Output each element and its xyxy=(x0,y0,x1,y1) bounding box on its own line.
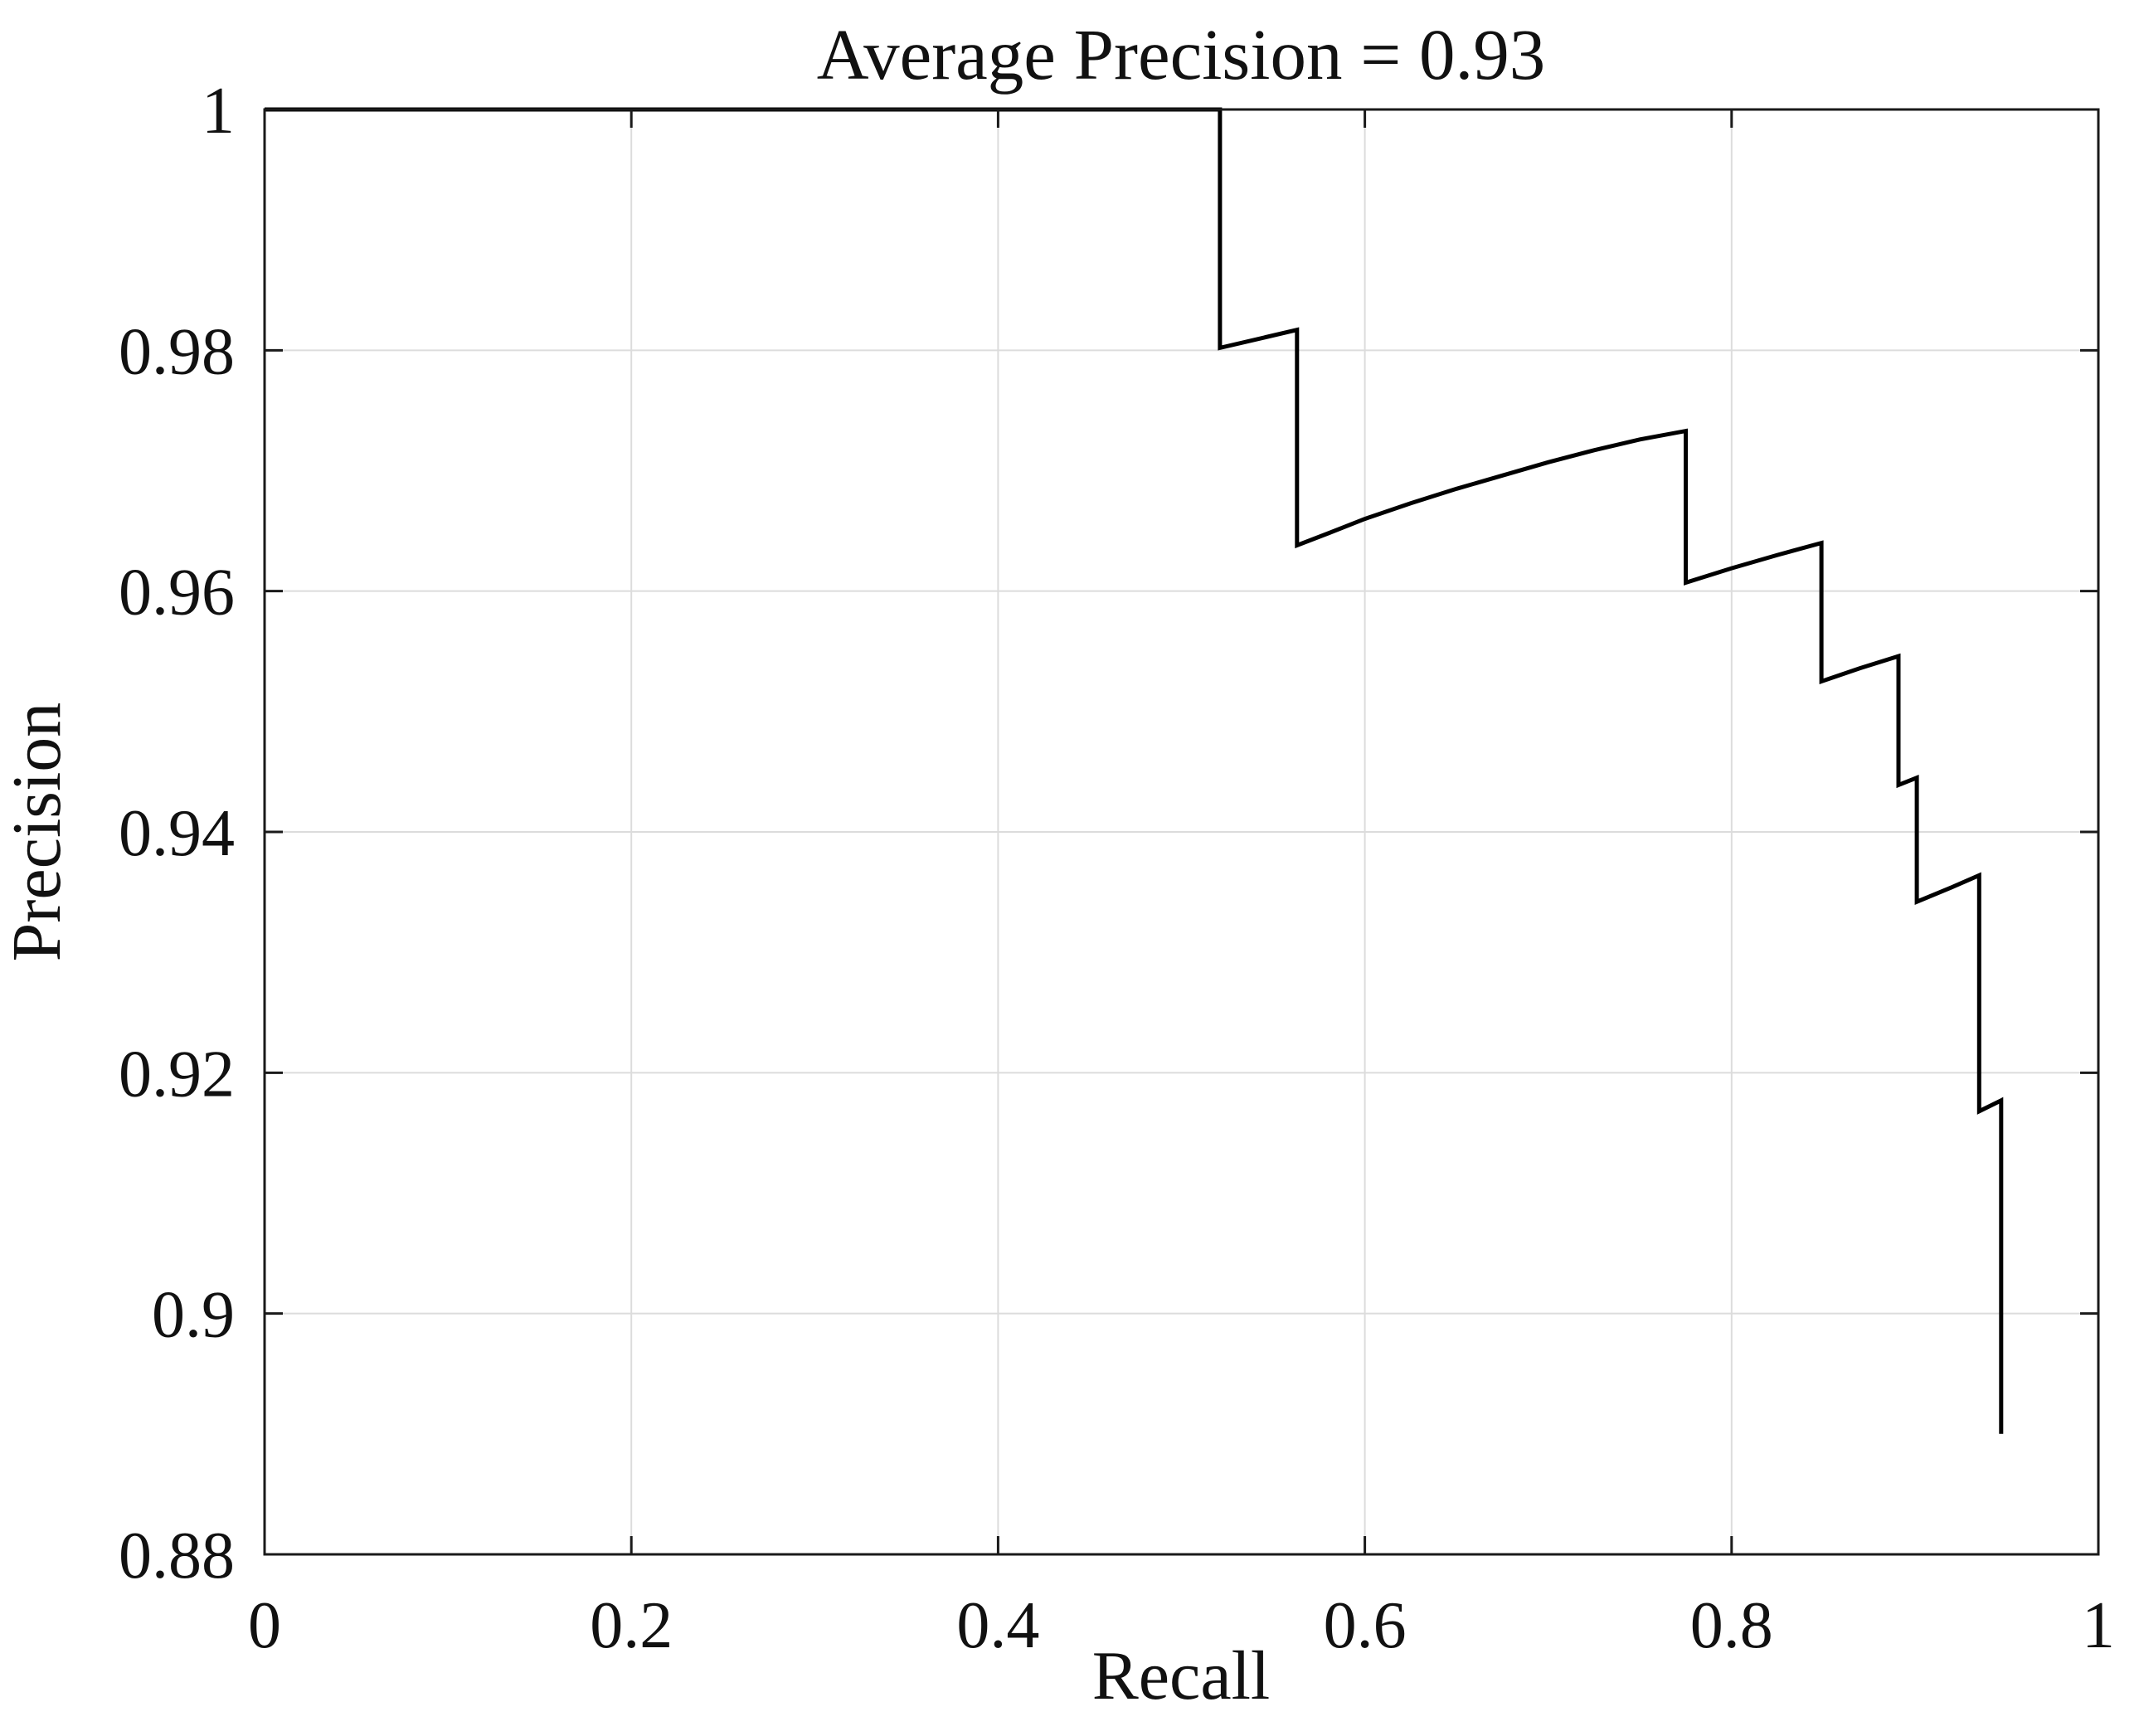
y-tick-label: 0.98 xyxy=(119,315,235,388)
y-tick-labels: 0.88 0.9 0.92 0.94 0.96 0.98 1 xyxy=(119,75,235,1593)
x-axis-label: Recall xyxy=(1092,1637,1271,1714)
grid-layer xyxy=(265,109,2098,1554)
y-tick-label: 0.92 xyxy=(119,1038,235,1111)
x-tick-labels: 0 0.2 0.4 0.6 0.8 1 xyxy=(248,1589,2115,1662)
pr-curve-line xyxy=(265,107,2004,1434)
x-tick-label: 0.4 xyxy=(956,1589,1039,1662)
y-axis-label: Precision xyxy=(0,703,75,962)
y-tick-label: 0.88 xyxy=(119,1520,235,1593)
chart-title: Average Precision = 0.93 xyxy=(817,14,1546,95)
tick-marks-layer xyxy=(263,108,2100,1556)
x-tick-label: 0.2 xyxy=(590,1589,673,1662)
x-tick-label: 0 xyxy=(248,1589,281,1662)
y-tick-label: 1 xyxy=(202,75,235,148)
y-tick-label: 0.9 xyxy=(152,1279,235,1352)
x-tick-label: 1 xyxy=(2082,1589,2115,1662)
curve-layer xyxy=(265,107,2004,1434)
y-tick-label: 0.94 xyxy=(119,797,235,870)
x-tick-label: 0.6 xyxy=(1324,1589,1407,1662)
x-tick-label: 0.8 xyxy=(1690,1589,1773,1662)
y-tick-label: 0.96 xyxy=(119,557,235,630)
